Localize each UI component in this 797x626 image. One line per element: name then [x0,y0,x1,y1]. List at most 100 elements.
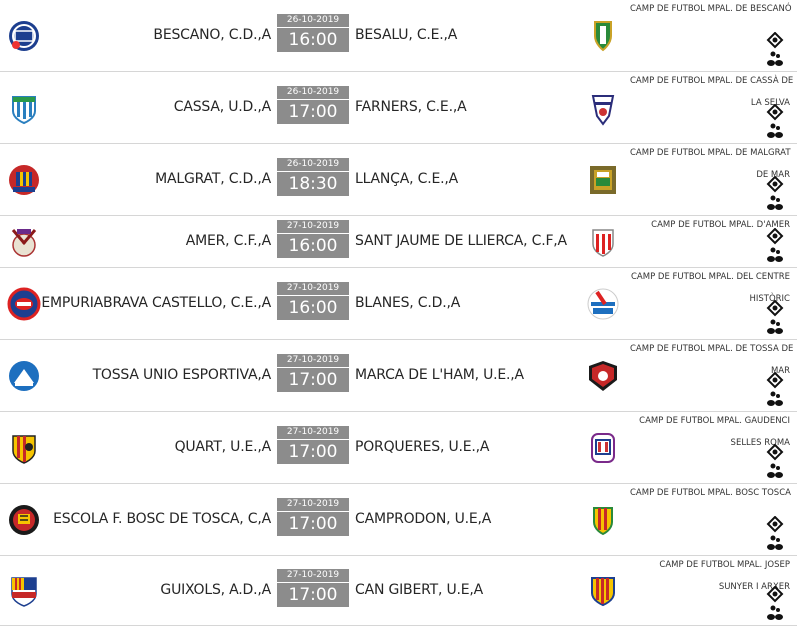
away-team-name[interactable]: BLANES, C.D.,A [355,295,461,311]
route-icon[interactable] [765,318,785,336]
venue-line: CAMP DE FUTBOL MPAL. DE BESCANÓ [630,4,792,14]
match-time: 18:30 [277,172,349,196]
map-pin-icon[interactable] [765,228,785,246]
venue-line: CAMP DE FUTBOL MPAL. DEL CENTRE [631,272,790,282]
bescano-crest-icon [7,19,41,53]
venue-icons [765,444,787,480]
guixols-crest-icon [7,574,41,608]
venue-name[interactable]: CAMP DE FUTBOL MPAL. BOSC TOSCA [630,482,791,504]
camprodon-crest-icon [585,502,621,538]
venue-name[interactable]: CAMP DE FUTBOL MPAL. DEL CENTRE HISTÒRIC [630,266,790,310]
map-pin-icon[interactable] [765,300,785,318]
map-pin-icon[interactable] [765,586,785,604]
match-row[interactable]: BESCANO, C.D.,A 26-10-2019 16:00 BESALU, C.… [0,0,797,72]
quart-crest-icon [7,431,41,465]
match-row[interactable]: AMER, C.F.,A 27-10-2019 16:00 SANT JAUME DE… [0,216,797,268]
venue-icons [765,372,787,408]
match-date: 26-10-2019 [277,86,349,99]
route-icon[interactable] [765,604,785,622]
match-row[interactable]: MALGRAT, C.D.,A 26-10-2019 18:30 LLANÇA, C.… [0,144,797,216]
match-date: 27-10-2019 [277,426,349,439]
match-row[interactable]: GUIXOLS, A.D.,A 27-10-2019 17:00 CAN GIBERT… [0,556,797,626]
match-date: 26-10-2019 [277,14,349,27]
empuriabrava-crest-icon [7,287,41,321]
venue-name[interactable]: CAMP DE FUTBOL MPAL. DE CASSÀ DE LA SELVA [630,70,793,114]
venue-name[interactable]: CAMP DE FUTBOL MPAL. DE TOSSA DE MAR [630,338,794,382]
home-team-name[interactable]: GUIXOLS, A.D.,A [160,582,271,598]
venue-line: CAMP DE FUTBOL MPAL. JOSEP [659,560,790,570]
venue-line: DE MAR [756,170,790,180]
sant-jaume-crest-icon [585,224,621,260]
map-pin-icon[interactable] [765,176,785,194]
can-gibert-crest-icon [585,573,621,609]
home-team-name[interactable]: ESCOLA F. BOSC DE TOSCA, C,A [53,511,271,527]
venue-line: CAMP DE FUTBOL MPAL. DE TOSSA DE [630,344,794,354]
venue-line: CAMP DE FUTBOL MPAL. D'AMER [651,220,790,230]
bosc-de-tosca-crest-icon [7,503,41,537]
home-team-name[interactable]: BESCANO, C.D.,A [153,27,271,43]
venue-line: CAMP DE FUTBOL MPAL. BOSC TOSCA [630,488,791,498]
map-pin-icon[interactable] [765,444,785,462]
away-team-name[interactable]: CAMPRODON, U.E,A [355,511,492,527]
venue-icons [765,32,787,68]
venue-icons [765,176,787,212]
match-time: 16:00 [277,234,349,258]
match-row[interactable]: TOSSA UNIO ESPORTIVA,A 27-10-2019 17:00 MAR… [0,340,797,412]
home-team-name[interactable]: EMPURIABRAVA CASTELLO, C.E.,A [41,295,271,311]
route-icon[interactable] [765,50,785,68]
home-team-name[interactable]: CASSA, U.D.,A [173,99,271,115]
away-team-name[interactable]: LLANÇA, C.E.,A [355,171,458,187]
venue-name[interactable]: CAMP DE FUTBOL MPAL. DE BESCANÓ [630,0,792,20]
route-icon[interactable] [765,194,785,212]
match-time: 17:00 [277,583,349,607]
match-date: 27-10-2019 [277,354,349,367]
malgrat-crest-icon [7,163,41,197]
match-date: 26-10-2019 [277,158,349,171]
away-team-name[interactable]: FARNERS, C.E.,A [355,99,467,115]
match-date: 27-10-2019 [277,569,349,582]
venue-line: HISTÒRIC [749,294,790,304]
match-row[interactable]: ESCOLA F. BOSC DE TOSCA, C,A 27-10-2019 17… [0,484,797,556]
farners-crest-icon [585,90,621,126]
venue-icons [765,300,787,336]
route-icon[interactable] [765,246,785,264]
route-icon[interactable] [765,534,785,552]
match-row[interactable]: QUART, U.E.,A 27-10-2019 17:00 PORQUERES, U… [0,412,797,484]
match-time: 17:00 [277,368,349,392]
away-team-name[interactable]: BESALU, C.E.,A [355,27,458,43]
match-row[interactable]: CASSA, U.D.,A 26-10-2019 17:00 FARNERS, C.E… [0,72,797,144]
tossa-crest-icon [7,359,41,393]
venue-name[interactable]: CAMP DE FUTBOL MPAL. GAUDENCI SELLES ROMA [630,410,790,454]
match-row[interactable]: EMPURIABRAVA CASTELLO, C.E.,A 27-10-2019 1… [0,268,797,340]
away-team-name[interactable]: CAN GIBERT, U.E,A [355,582,484,598]
home-team-name[interactable]: MALGRAT, C.D.,A [155,171,271,187]
route-icon[interactable] [765,122,785,140]
map-pin-icon[interactable] [765,372,785,390]
porqueres-crest-icon [585,430,621,466]
home-team-name[interactable]: TOSSA UNIO ESPORTIVA,A [92,367,272,383]
map-pin-icon[interactable] [765,104,785,122]
away-team-name[interactable]: PORQUERES, U.E.,A [355,439,490,455]
amer-crest-icon [7,225,41,259]
venue-line: MAR [770,366,790,376]
blanes-crest-icon [585,286,621,322]
away-team-name[interactable]: SANT JAUME DE LLIERCA, C.F,A [355,233,567,249]
route-icon[interactable] [765,390,785,408]
venue-name[interactable]: CAMP DE FUTBOL MPAL. D'AMER [630,214,790,236]
venue-line: SUNYER I ARXER [718,582,790,592]
route-icon[interactable] [765,462,785,480]
match-date: 27-10-2019 [277,220,349,233]
away-team-name[interactable]: MARCA DE L'HAM, U.E.,A [355,367,524,383]
venue-icons [765,516,787,552]
venue-name[interactable]: CAMP DE FUTBOL MPAL. JOSEP SUNYER I ARXER [630,554,790,598]
map-pin-icon[interactable] [765,516,785,534]
venue-line: CAMP DE FUTBOL MPAL. DE MALGRAT [630,148,791,158]
match-time: 16:00 [277,28,349,52]
home-team-name[interactable]: AMER, C.F.,A [185,233,271,249]
match-time: 17:00 [277,100,349,124]
match-time: 16:00 [277,296,349,320]
match-date: 27-10-2019 [277,282,349,295]
map-pin-icon[interactable] [765,32,785,50]
venue-name[interactable]: CAMP DE FUTBOL MPAL. DE MALGRAT DE MAR [630,142,791,186]
home-team-name[interactable]: QUART, U.E.,A [174,439,272,455]
